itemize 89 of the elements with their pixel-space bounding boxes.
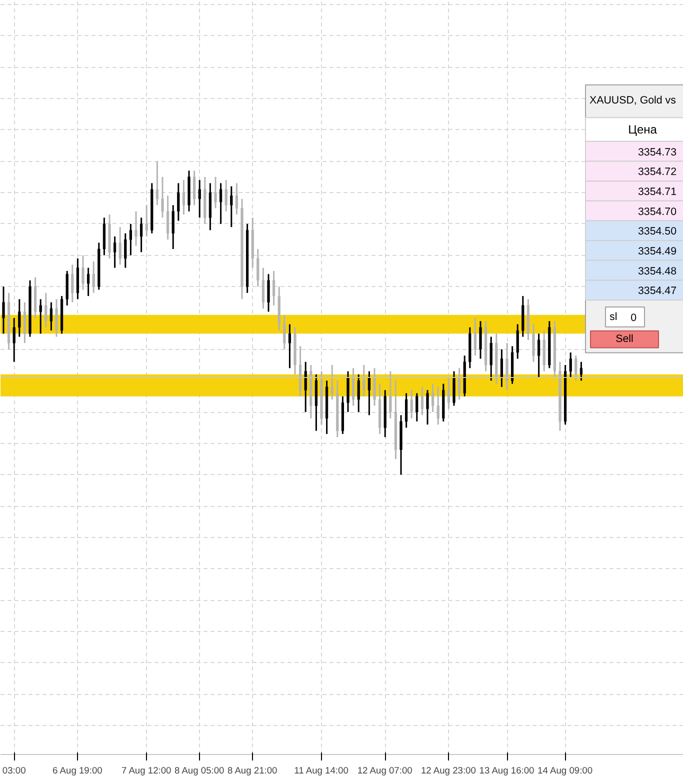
candlestick bbox=[161, 176, 164, 218]
candlestick bbox=[172, 204, 174, 250]
candlestick bbox=[12, 317, 16, 363]
text: 3354.48 bbox=[638, 265, 677, 278]
candlestick bbox=[569, 352, 572, 378]
candlestick bbox=[458, 367, 461, 400]
candlestick bbox=[389, 370, 392, 420]
candlestick bbox=[516, 323, 519, 360]
candlestick bbox=[166, 194, 170, 240]
candlestick bbox=[267, 273, 270, 312]
candlestick bbox=[156, 160, 159, 206]
candlestick bbox=[262, 267, 265, 310]
candlestick bbox=[357, 374, 360, 413]
text: 3354.50 bbox=[638, 226, 677, 238]
candlestick bbox=[214, 176, 217, 209]
x-tick-label: 14 Aug 09:00 bbox=[538, 766, 593, 776]
candlestick bbox=[140, 216, 143, 253]
text: XAUUSD, Gold vs bbox=[590, 94, 676, 107]
candlestick bbox=[416, 392, 418, 422]
text: 3354.72 bbox=[638, 166, 677, 178]
candlestick bbox=[474, 317, 477, 356]
x-tick-label: 7 Aug 12:00 bbox=[121, 766, 172, 776]
candlestick bbox=[490, 336, 492, 382]
candlestick bbox=[86, 267, 90, 297]
candlestick bbox=[580, 361, 583, 382]
candlestick bbox=[537, 332, 540, 378]
candlestick bbox=[368, 370, 371, 416]
candlestick bbox=[50, 302, 53, 332]
text: sl bbox=[610, 310, 618, 323]
x-tick-label: 12 Aug 07:00 bbox=[357, 766, 412, 776]
candlestick bbox=[92, 260, 95, 294]
candlestick bbox=[532, 323, 535, 363]
candlestick bbox=[436, 386, 440, 426]
x-tick-label: 03:00 bbox=[2, 766, 26, 776]
candlestick bbox=[113, 236, 116, 269]
candlestick bbox=[447, 376, 450, 410]
candlestick bbox=[500, 348, 504, 388]
candlestick bbox=[182, 179, 186, 216]
candlestick bbox=[44, 292, 48, 328]
candlestick bbox=[304, 361, 307, 413]
x-tick-label: 11 Aug 14:00 bbox=[294, 766, 348, 776]
candlestick bbox=[283, 314, 286, 350]
candlestick bbox=[420, 386, 424, 416]
candlestick bbox=[235, 182, 238, 216]
candlestick bbox=[23, 302, 26, 344]
x-tick-label: 12 Aug 23:00 bbox=[420, 766, 476, 776]
candlestick bbox=[71, 264, 74, 304]
candlestick bbox=[145, 204, 148, 238]
candlestick bbox=[431, 383, 434, 413]
candlestick bbox=[404, 392, 408, 428]
candlestick bbox=[198, 179, 201, 218]
candlestick bbox=[288, 323, 292, 369]
candlestick bbox=[82, 254, 84, 291]
text: Sell bbox=[616, 332, 634, 345]
candlestick bbox=[330, 364, 334, 400]
candlestick bbox=[410, 389, 413, 420]
candlestick bbox=[219, 182, 222, 225]
candlestick bbox=[2, 286, 5, 334]
candlestick bbox=[134, 210, 138, 247]
candlestick bbox=[129, 223, 132, 256]
candlestick bbox=[55, 298, 58, 338]
text: 3354.70 bbox=[638, 206, 677, 218]
x-tick-label: 8 Aug 05:00 bbox=[174, 766, 224, 776]
candlestick bbox=[118, 226, 122, 266]
candlestick bbox=[39, 298, 42, 334]
candlestick bbox=[224, 179, 228, 212]
text: Цена bbox=[628, 122, 658, 136]
candlestick bbox=[506, 342, 508, 391]
candlestick bbox=[362, 364, 366, 398]
candlestick bbox=[177, 182, 180, 222]
candlestick bbox=[373, 367, 376, 407]
text: 0 bbox=[630, 312, 637, 324]
candlestick bbox=[192, 170, 196, 206]
candlestick bbox=[124, 232, 127, 269]
candlestick bbox=[272, 270, 276, 306]
x-tick-label: 8 Aug 21:00 bbox=[227, 766, 278, 776]
text: 3354.73 bbox=[638, 146, 677, 158]
text: 3354.49 bbox=[638, 246, 677, 258]
candlestick bbox=[426, 389, 429, 426]
x-tick-label: 13 Aug 16:00 bbox=[479, 766, 534, 776]
candlestick bbox=[352, 367, 355, 407]
candlestick bbox=[574, 354, 578, 382]
text: 3354.71 bbox=[638, 186, 677, 198]
text: 3354.47 bbox=[638, 285, 677, 298]
x-tick-label: 6 Aug 19:00 bbox=[52, 766, 102, 776]
candlestick bbox=[256, 248, 260, 288]
candlestick bbox=[230, 186, 233, 228]
candlestick bbox=[18, 298, 21, 338]
candlestick bbox=[479, 320, 482, 360]
